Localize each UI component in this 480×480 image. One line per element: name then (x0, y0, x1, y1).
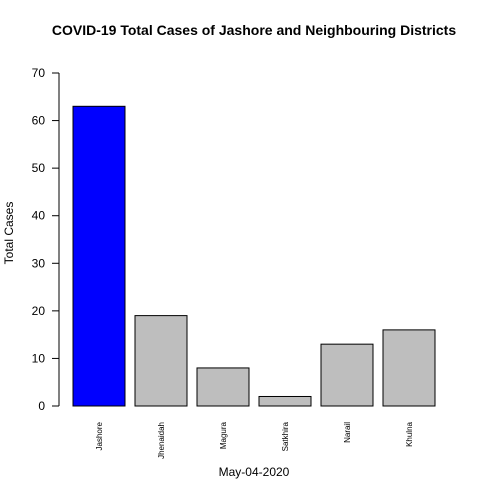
bar-khulna (382, 329, 436, 407)
x-tick-label: Jhenaidah (157, 422, 166, 459)
y-tick-label: 40 (32, 209, 46, 223)
y-axis-label: Total Cases (2, 202, 16, 265)
bars (72, 105, 436, 407)
bar-jashore (72, 105, 126, 407)
y-tick-label: 50 (32, 161, 46, 175)
x-axis-category-labels: Jashore Jhenaidah Magura Satkhira Narail Khul… (95, 421, 414, 458)
x-tick-label: Narail (343, 422, 352, 443)
y-tick-label: 10 (32, 351, 46, 365)
y-tick-label: 0 (38, 399, 45, 413)
bar-magura (196, 367, 250, 407)
x-tick-label: Jashore (95, 421, 104, 450)
x-tick-label: Magura (219, 421, 228, 449)
y-tick-label: 60 (32, 114, 46, 128)
x-axis-label: May-04-2020 (219, 465, 290, 479)
chart-title: COVID-19 Total Cases of Jashore and Neig… (52, 22, 456, 38)
bar-jhenaidah (134, 315, 188, 407)
y-tick-label: 70 (32, 66, 46, 80)
x-tick-label: Khulna (405, 421, 414, 446)
x-tick-label: Satkhira (281, 421, 290, 451)
y-axis: 0 10 20 30 40 50 60 70 (32, 66, 60, 413)
y-tick-label: 20 (32, 304, 46, 318)
bar-satkhira (258, 395, 312, 407)
bar-narail (320, 343, 374, 407)
y-tick-label: 30 (32, 256, 46, 270)
